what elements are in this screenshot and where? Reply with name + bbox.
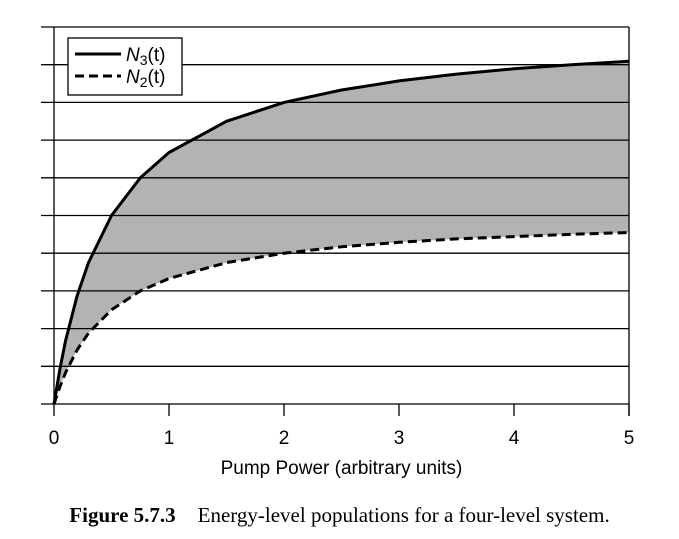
legend-label-main: N [126, 45, 140, 66]
legend-label-sub: 3 [140, 52, 148, 68]
x-tick-label: 1 [164, 428, 175, 449]
legend-label-main: N [126, 67, 140, 88]
legend-label: N3(t) [126, 45, 165, 68]
x-tick-label: 3 [394, 428, 405, 449]
legend-label-arg: (t) [148, 67, 166, 88]
legend-label-sub: 2 [140, 74, 148, 90]
series-line-n2 [52, 231, 630, 405]
x-axis-label: Pump Power (arbitrary units) [221, 458, 463, 479]
x-tick-label: 4 [509, 428, 520, 449]
legend-label-arg: (t) [148, 45, 166, 66]
legend-box [67, 37, 183, 96]
legend-label: N2(t) [126, 67, 165, 90]
caption-label: Figure 5.7.3 [69, 503, 176, 527]
caption-text: Energy-level populations for a four-leve… [197, 503, 610, 527]
x-tick-label: 2 [279, 428, 290, 449]
x-tick-label: 0 [49, 428, 60, 449]
fill-between-area [54, 61, 629, 405]
series-line-n3 [52, 59, 630, 405]
x-tick-label: 5 [624, 428, 635, 449]
figure-caption: Figure 5.7.3 Energy-level populations for… [0, 503, 679, 528]
